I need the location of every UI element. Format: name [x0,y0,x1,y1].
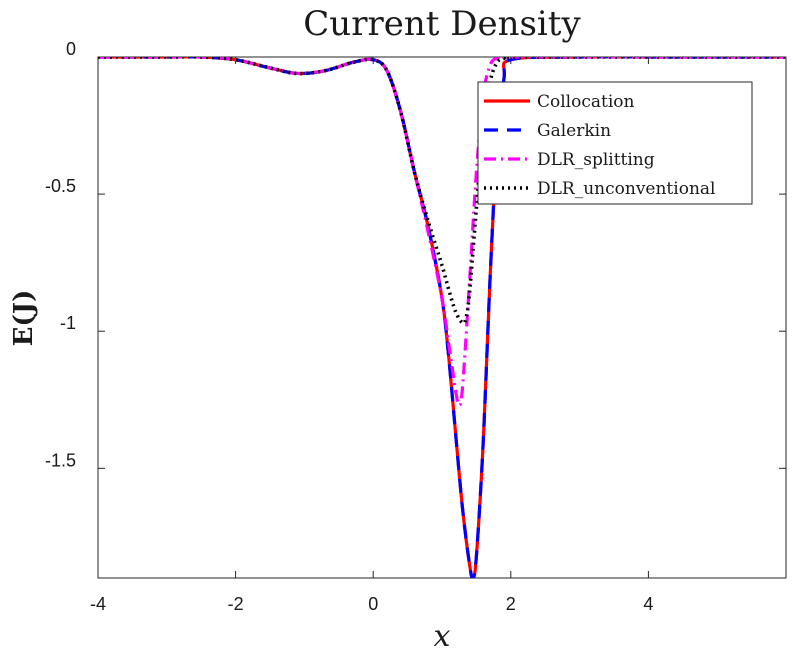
y-tick-label: 0 [66,39,76,59]
axis-ticks: -4 -2 0 2 4 0 -0.5 -1 -1.5 [45,39,786,614]
x-tick-label: 0 [368,594,378,614]
series-line-dlr-splitting [98,57,786,407]
legend-label: Collocation [537,92,635,112]
y-tick-label: -1 [60,313,76,333]
series-lines [98,57,786,578]
y-tick-label: -1.5 [45,450,76,470]
legend-label: DLR_unconventional [537,179,715,199]
x-tick-label: -2 [228,594,244,614]
series-line-galerkin [98,57,786,578]
y-axis-label: E(J) [9,290,39,347]
legend-label: Galerkin [537,121,611,141]
x-tick-label: 4 [643,594,653,614]
legend-label: DLR_splitting [537,150,655,170]
x-axis-label: x [434,619,451,653]
y-tick-label: -0.5 [45,176,76,196]
series-line-dlr-unconventional [98,57,786,326]
x-tick-label: -4 [90,594,106,614]
legend: Collocation Galerkin DLR_splitting DLR_unco… [477,81,753,205]
x-tick-label: 2 [506,594,516,614]
chart-title: Current Density [303,4,581,44]
